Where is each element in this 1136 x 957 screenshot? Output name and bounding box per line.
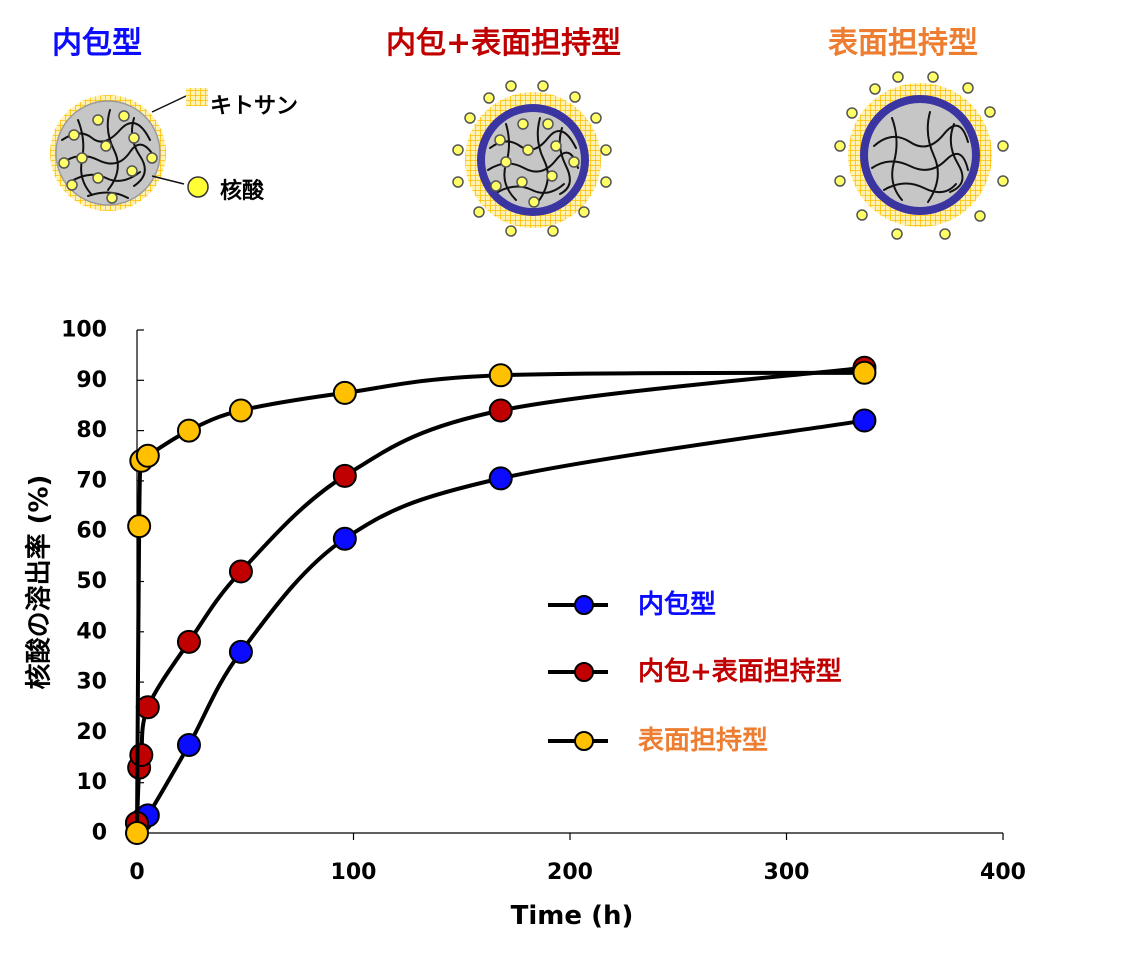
particle-encapsulated	[50, 88, 209, 211]
data-point	[488, 398, 513, 423]
y-tick-label: 100	[61, 318, 107, 343]
title-surface: 表面担持型	[828, 26, 978, 61]
title-encapsulated: 内包型	[52, 26, 142, 61]
y-tick-label: 10	[76, 770, 107, 795]
y-tick-label: 50	[76, 569, 107, 594]
data-point	[176, 418, 201, 443]
axes: 0 10 20 30 40 50 60 70 80 90 100 0 100 200 300 400	[61, 318, 1026, 886]
data-point	[332, 463, 357, 488]
data-point	[135, 443, 160, 468]
particle-surface	[834, 71, 1009, 240]
x-tick-label: 100	[331, 860, 377, 885]
y-tick-label: 20	[76, 720, 107, 745]
data-point	[176, 732, 201, 757]
data-point	[228, 639, 253, 664]
particle-schematics	[50, 71, 1009, 240]
data-point	[176, 629, 201, 654]
legend-label: 内包型	[638, 589, 716, 620]
y-tick-label: 30	[76, 670, 107, 695]
legend-marker	[574, 731, 594, 751]
particle-encapsulated-surface	[452, 80, 612, 237]
y-tick-label: 70	[76, 468, 107, 493]
data-point	[129, 743, 154, 768]
y-axis-title: 核酸の溶出率 (%)	[24, 475, 55, 690]
series-0	[125, 408, 877, 835]
x-tick-label: 200	[547, 860, 593, 885]
legend-marker	[574, 595, 594, 615]
data-point	[488, 466, 513, 491]
data-point	[332, 526, 357, 551]
legend-marker	[574, 662, 594, 682]
x-tick-label: 0	[129, 860, 144, 885]
nucleic-acid-label: 核酸	[220, 179, 265, 204]
data-point	[488, 363, 513, 388]
chitosan-label: キトサン	[210, 94, 299, 119]
data-point	[332, 380, 357, 405]
series-2	[125, 360, 877, 845]
y-tick-label: 0	[92, 821, 107, 846]
data-point	[127, 514, 152, 539]
legend-label: 内包+表面担持型	[638, 656, 842, 687]
data-point	[228, 398, 253, 423]
legend-label: 表面担持型	[638, 726, 768, 756]
data-point	[852, 408, 877, 433]
series-1	[125, 355, 877, 835]
data-point	[125, 821, 149, 845]
y-tick-label: 90	[76, 368, 107, 393]
data-point	[852, 360, 877, 385]
data-point	[228, 559, 253, 584]
data-point	[135, 695, 160, 720]
x-axis-title: Time (h)	[511, 901, 634, 931]
x-tick-label: 300	[764, 860, 810, 885]
y-tick-label: 40	[76, 619, 107, 644]
series-line-2	[135, 370, 865, 834]
x-tick-label: 400	[980, 860, 1026, 885]
series-layer	[125, 355, 877, 845]
title-encapsulated-surface: 内包+表面担持型	[386, 26, 622, 61]
y-tick-label: 80	[76, 418, 107, 443]
y-tick-label: 60	[76, 519, 107, 544]
